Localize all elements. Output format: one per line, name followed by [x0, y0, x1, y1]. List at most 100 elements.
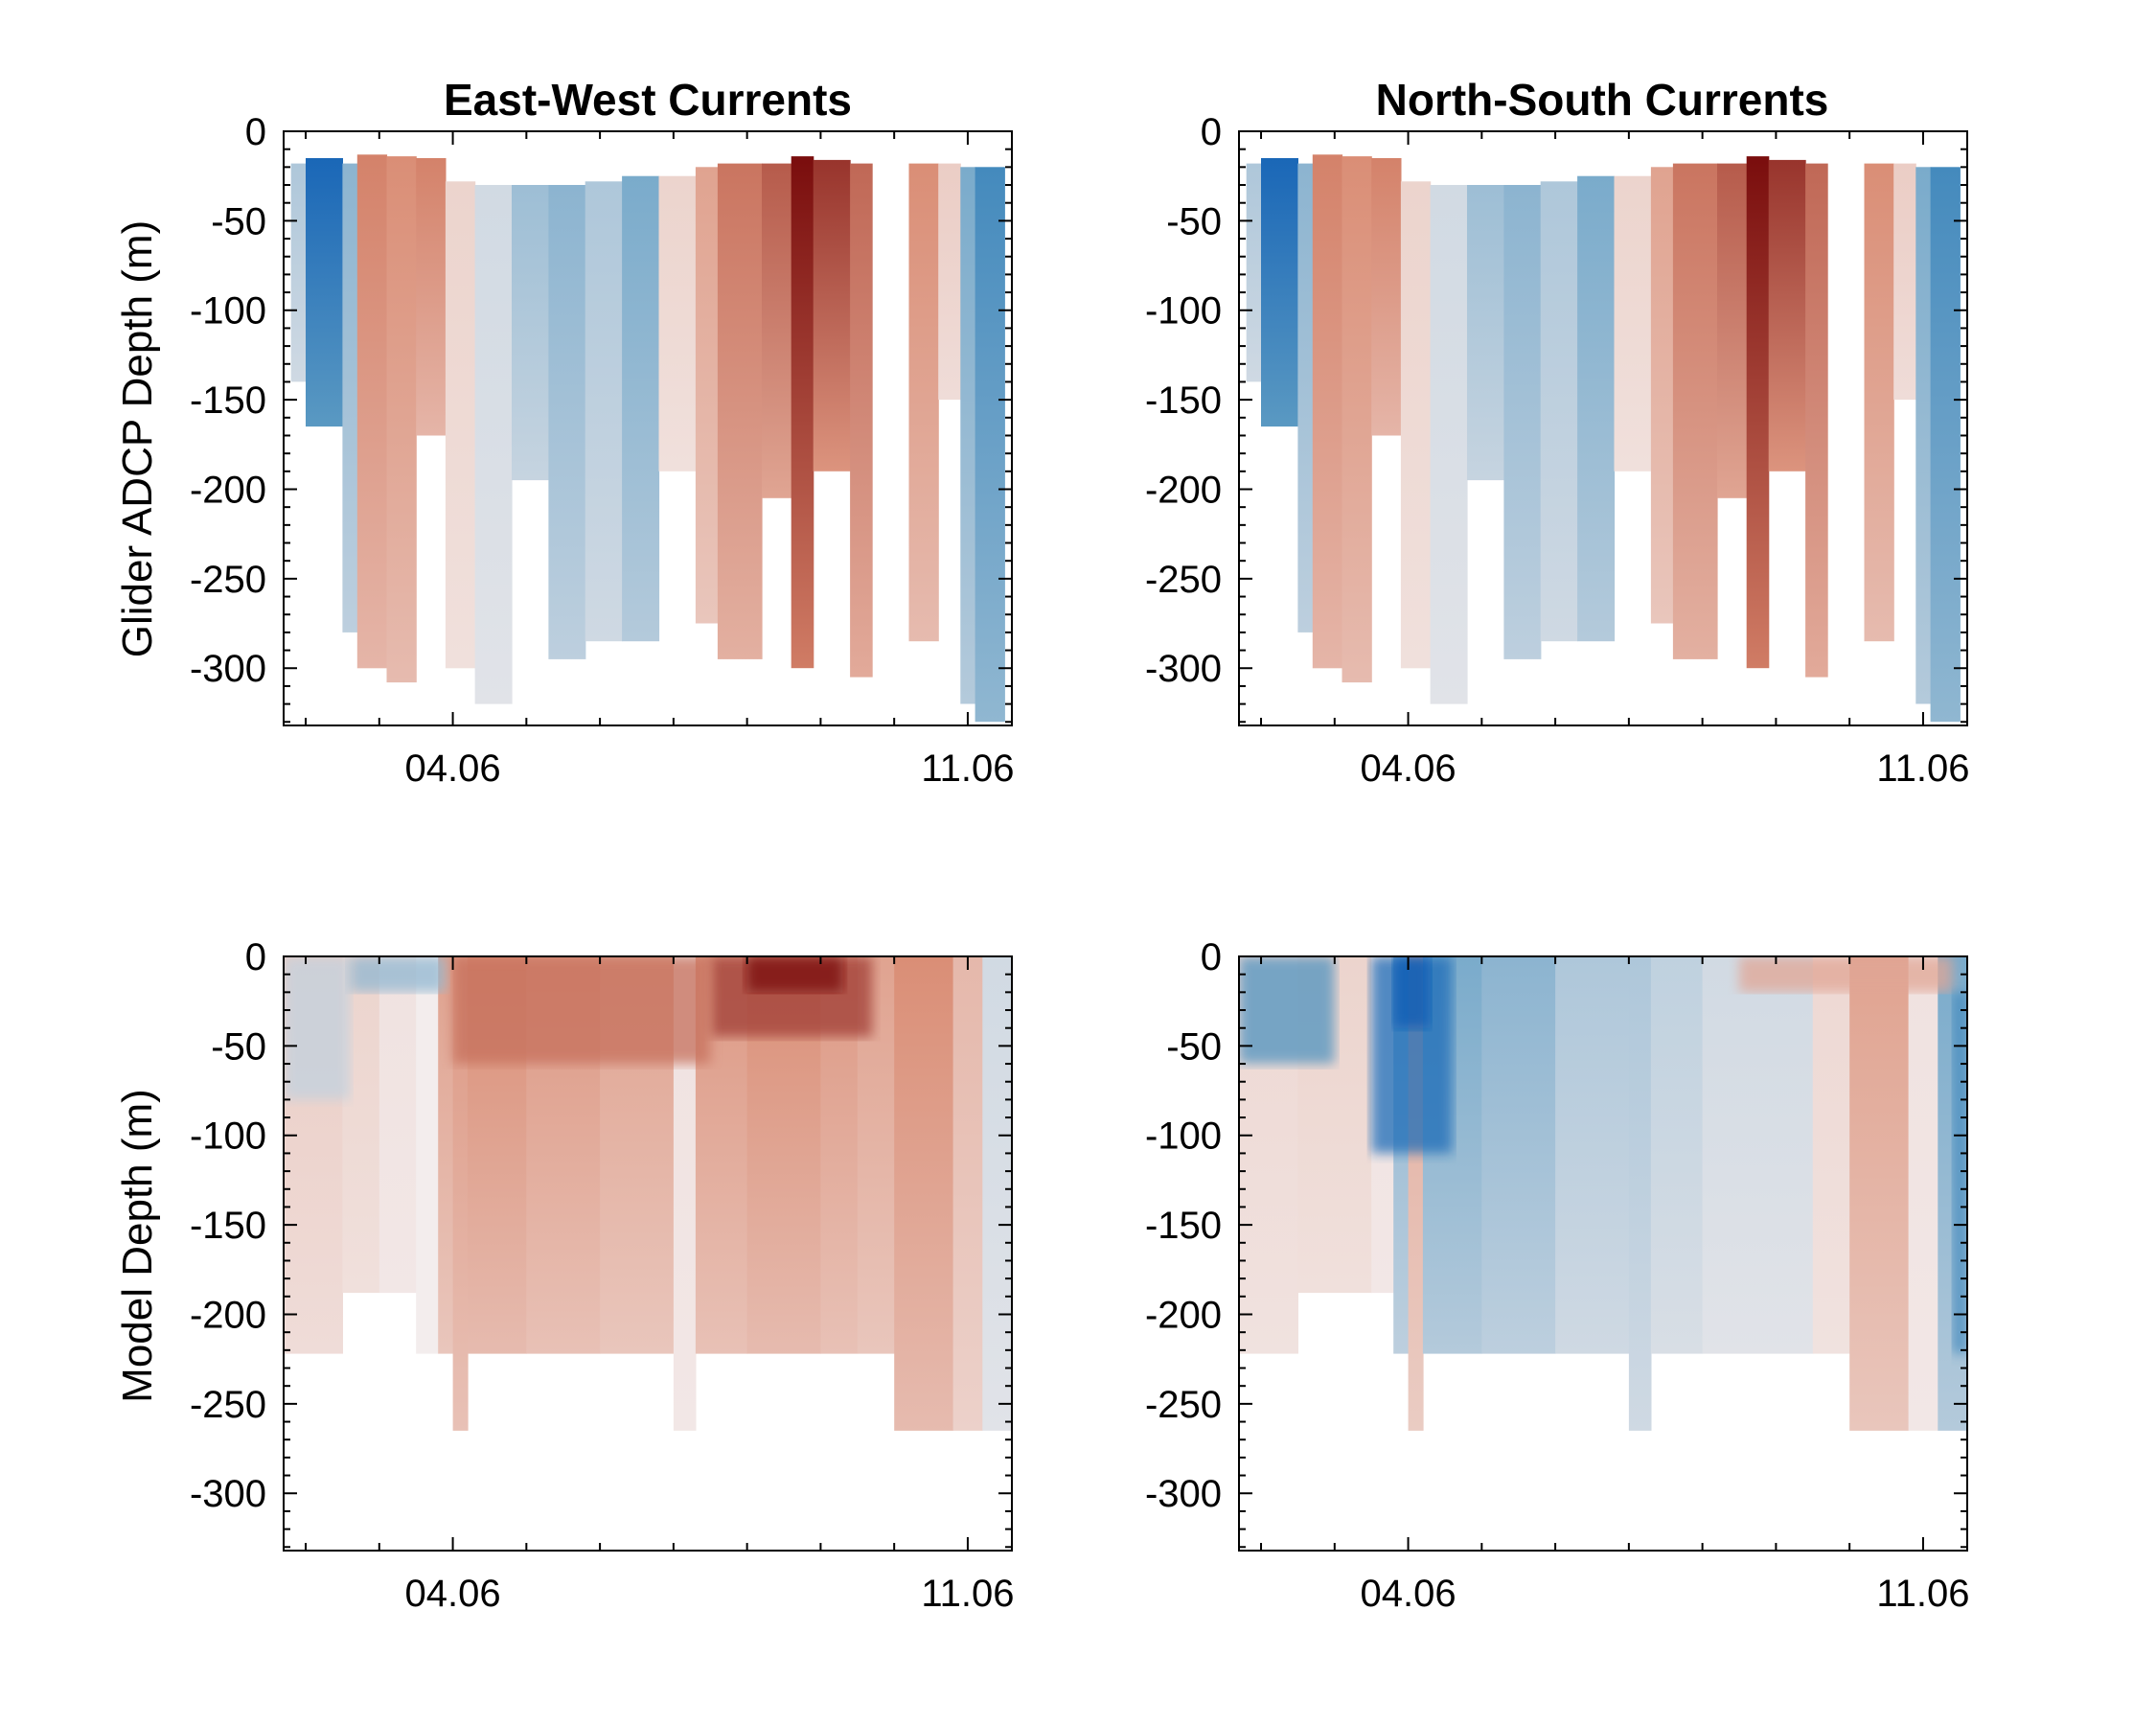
heatmap-column: [1297, 163, 1314, 632]
panel-east-west-glider: East-West Currents 0 -50 -100 -150 -200 -250 -…: [114, 75, 1015, 790]
heatmap-column: [1650, 167, 1674, 624]
heatmap-column: [290, 163, 307, 382]
y-tick-labels: 0 -50 -100 -150 -200 -250 -300: [190, 936, 266, 1515]
heatmap-marks: [290, 154, 1005, 723]
heatmap-column: [342, 163, 358, 632]
heatmap-column: [1371, 158, 1402, 436]
heatmap-column: [791, 156, 814, 669]
y-tick-label: -100: [1145, 1116, 1222, 1158]
heatmap-column: [1650, 956, 1704, 1354]
heatmap-column: [658, 175, 697, 472]
heatmap-column: [813, 159, 851, 472]
heatmap-patch: [452, 956, 711, 1064]
heatmap-patch: [350, 956, 446, 993]
y-tick-label: -250: [1145, 559, 1222, 601]
heatmap-column: [1261, 158, 1298, 427]
heatmap-patch: [1393, 956, 1431, 1028]
heatmap-column: [1908, 956, 1938, 1431]
heatmap-column: [894, 956, 954, 1431]
x-tick-labels: 04.06 11.06: [405, 748, 1015, 790]
heatmap-marks: [1239, 956, 1967, 1431]
axis-ticks: [284, 130, 1012, 725]
y-tick-label: -50: [211, 200, 266, 242]
heatmap-patch: [746, 956, 843, 993]
heatmap-column: [1577, 175, 1616, 642]
heatmap-column: [512, 185, 549, 481]
panel-north-south-model: 0 -50 -100 -150 -200 -250 -300 04.06 11.06: [1145, 936, 1970, 1615]
heatmap-marks: [284, 956, 1012, 1431]
y-tick-label: -300: [190, 1473, 266, 1515]
y-tick-label: -100: [190, 290, 266, 333]
heatmap-column: [438, 956, 454, 1354]
y-tick-label: 0: [245, 936, 266, 978]
y-tick-label: -300: [1145, 1473, 1222, 1515]
y-tick-label: -150: [190, 380, 266, 422]
y-axis-label: Model Depth (m): [114, 1089, 161, 1403]
heatmap-column: [1915, 167, 1932, 704]
y-tick-label: 0: [1201, 111, 1222, 153]
x-tick-label: 04.06: [1361, 1573, 1456, 1615]
y-tick-label: -200: [190, 1294, 266, 1336]
heatmap-column: [585, 181, 623, 642]
x-tick-label: 11.06: [1876, 1573, 1969, 1615]
heatmap-patch: [1239, 956, 1335, 1064]
x-tick-labels: 04.06 11.06: [1361, 748, 1970, 790]
heatmap-column: [1672, 163, 1718, 659]
heatmap-column: [1555, 956, 1630, 1354]
x-tick-label: 11.06: [1876, 748, 1969, 790]
heatmap-column: [1864, 163, 1894, 642]
heatmap-patch: [1739, 956, 1953, 993]
y-tick-label: -200: [1145, 1294, 1222, 1336]
plot-frame: [1238, 130, 1968, 726]
heatmap-column: [850, 163, 873, 678]
heatmap-column: [952, 956, 983, 1431]
heatmap-column: [1628, 956, 1652, 1431]
y-tick-label: -250: [190, 1384, 266, 1426]
heatmap-column: [1746, 156, 1770, 669]
axis-ticks: [284, 955, 1012, 1551]
y-tick-label: -50: [1166, 1025, 1222, 1068]
heatmap-column: [908, 163, 939, 642]
heatmap-column: [1503, 185, 1542, 659]
axis-ticks: [1239, 955, 1967, 1551]
panel-east-west-model: 0 -50 -100 -150 -200 -250 -300 04.06 11.06 Mode…: [114, 936, 1015, 1615]
heatmap-column: [1893, 163, 1916, 401]
x-tick-label: 04.06: [405, 1573, 501, 1615]
heatmap-column: [1614, 175, 1652, 472]
heatmap-column: [982, 956, 1012, 1431]
y-tick-label: -200: [190, 469, 266, 511]
heatmap-column: [975, 167, 1005, 723]
heatmap-column: [1342, 156, 1372, 683]
heatmap-column: [1246, 163, 1262, 382]
y-tick-label: -250: [190, 559, 266, 601]
heatmap-column: [356, 154, 388, 669]
heatmap-column: [1805, 163, 1828, 678]
y-tick-label: 0: [245, 111, 266, 153]
heatmap-column: [1849, 956, 1910, 1431]
heatmap-column: [416, 956, 439, 1354]
heatmap-column: [622, 175, 660, 642]
heatmap-column: [474, 185, 513, 704]
heatmap-column: [1400, 181, 1432, 669]
heatmap-column: [452, 956, 469, 1431]
y-tick-label: -100: [190, 1116, 266, 1158]
heatmap-column: [416, 158, 447, 436]
heatmap-column: [1768, 159, 1806, 472]
panel-title: East-West Currents: [444, 75, 852, 125]
y-tick-label: -50: [1166, 200, 1222, 242]
heatmap-column: [695, 167, 719, 624]
heatmap-column: [1812, 956, 1850, 1354]
y-tick-label: -200: [1145, 469, 1222, 511]
heatmap-column: [1467, 185, 1504, 481]
plot-frame: [1238, 955, 1968, 1552]
x-tick-labels: 04.06 11.06: [1361, 1573, 1970, 1615]
y-tick-labels: 0 -50 -100 -150 -200 -250 -300: [1145, 111, 1222, 690]
panel-title: North-South Currents: [1376, 75, 1829, 125]
heatmap-column: [717, 163, 763, 659]
x-tick-label: 04.06: [405, 748, 501, 790]
heatmap-column: [1540, 181, 1578, 642]
heatmap-patch: [284, 956, 351, 1100]
y-tick-label: -150: [190, 1205, 266, 1247]
y-tick-label: -250: [1145, 1384, 1222, 1426]
